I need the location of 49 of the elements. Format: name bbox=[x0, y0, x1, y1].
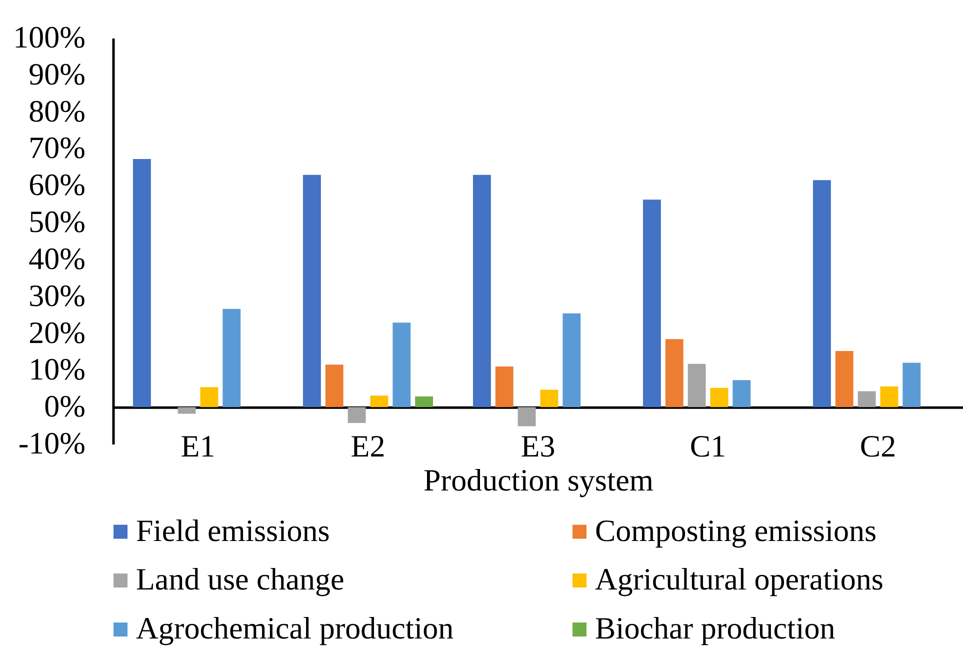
y-tick-label: 70% bbox=[28, 130, 86, 166]
legend-label: Biochar production bbox=[595, 610, 836, 646]
bar bbox=[415, 396, 434, 408]
bar bbox=[348, 407, 366, 423]
bar bbox=[518, 407, 536, 426]
bar bbox=[665, 339, 684, 408]
bar bbox=[325, 364, 344, 408]
bar bbox=[302, 174, 321, 408]
y-tick-label: 30% bbox=[28, 278, 86, 313]
x-tick-label: E1 bbox=[180, 428, 216, 464]
legend-label: Agricultural operations bbox=[595, 562, 884, 596]
x-tick-label: E2 bbox=[350, 428, 386, 464]
legend-label: Field emissions bbox=[136, 512, 330, 548]
y-tick-label: -10% bbox=[18, 426, 86, 460]
legend-label: Land use change bbox=[136, 562, 344, 596]
bar bbox=[132, 159, 151, 408]
y-tick-label: 40% bbox=[28, 240, 86, 276]
y-tick-label: 60% bbox=[28, 167, 86, 202]
y-tick-label: 50% bbox=[28, 204, 86, 240]
y-tick-label: 20% bbox=[28, 314, 86, 350]
legend-label: Composting emissions bbox=[595, 512, 877, 548]
bar bbox=[222, 308, 241, 408]
x-tick-label: C1 bbox=[690, 428, 726, 464]
bar bbox=[812, 180, 831, 408]
x-tick-label: C2 bbox=[860, 428, 896, 464]
bar bbox=[880, 386, 898, 408]
bar bbox=[200, 387, 218, 408]
bar bbox=[835, 350, 854, 408]
y-tick-label: 0% bbox=[44, 388, 86, 424]
bar bbox=[710, 388, 728, 408]
bar bbox=[562, 313, 581, 408]
y-tick-label: 100% bbox=[13, 20, 86, 54]
bar bbox=[732, 380, 751, 408]
x-tick-label: E3 bbox=[520, 428, 556, 464]
bar bbox=[902, 362, 921, 408]
y-tick-label: 90% bbox=[28, 56, 86, 92]
bar bbox=[858, 391, 876, 408]
bar bbox=[392, 322, 411, 408]
bar bbox=[688, 364, 706, 408]
legend-label: Agrochemical production bbox=[136, 610, 454, 646]
bar bbox=[370, 396, 388, 408]
x-axis-title: Production system bbox=[424, 462, 654, 498]
y-tick-label: 80% bbox=[28, 93, 86, 128]
bar bbox=[495, 366, 514, 408]
bar bbox=[178, 407, 196, 414]
bar bbox=[540, 390, 558, 408]
y-tick-label: 10% bbox=[28, 352, 86, 387]
bar bbox=[472, 174, 491, 408]
bar bbox=[642, 200, 661, 408]
